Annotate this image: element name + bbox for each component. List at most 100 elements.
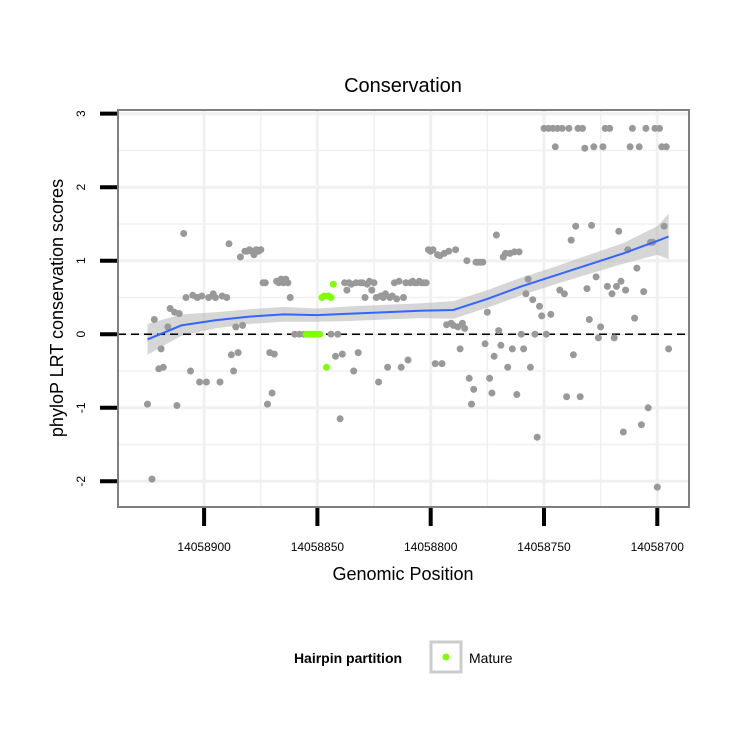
data-point xyxy=(633,264,641,272)
data-point xyxy=(488,389,496,397)
data-point xyxy=(175,310,183,318)
data-point xyxy=(350,367,358,375)
data-point xyxy=(400,294,407,301)
data-point xyxy=(524,275,532,283)
data-point xyxy=(234,349,242,357)
data-point xyxy=(515,248,523,256)
x-axis-title: Genomic Position xyxy=(332,564,473,584)
data-point xyxy=(613,282,620,290)
data-point xyxy=(576,393,584,401)
data-point xyxy=(270,350,278,358)
x-tick-label: 14058900 xyxy=(177,540,231,554)
data-point xyxy=(572,222,580,230)
data-point xyxy=(656,124,663,132)
x-axis: 14058900 14058850 14058800 14058750 14058700 xyxy=(177,508,684,554)
chart-title: Conservation xyxy=(344,75,462,97)
data-point xyxy=(261,279,269,287)
data-point xyxy=(569,351,577,359)
data-point xyxy=(626,143,634,151)
data-point xyxy=(368,286,376,294)
data-point xyxy=(422,279,430,287)
data-point xyxy=(486,374,494,382)
x-tick-label: 14058800 xyxy=(404,540,458,554)
data-point xyxy=(164,323,172,331)
data-point xyxy=(481,340,489,348)
legend-label-mature: Mature xyxy=(469,650,513,666)
x-tick-label: 14058750 xyxy=(517,540,571,554)
data-point xyxy=(517,330,525,338)
data-point xyxy=(631,314,639,322)
data-point xyxy=(606,124,614,132)
data-point xyxy=(665,345,673,353)
data-point xyxy=(438,360,446,368)
data-point xyxy=(597,323,605,331)
y-tick-label: 3 xyxy=(74,110,88,117)
y-tick-label: -1 xyxy=(74,402,88,413)
data-point xyxy=(395,277,403,285)
mature-data-point xyxy=(323,363,330,371)
data-point xyxy=(603,282,611,290)
data-point xyxy=(504,363,512,371)
data-point xyxy=(637,421,645,429)
data-point xyxy=(610,334,618,342)
data-point xyxy=(567,236,575,244)
y-tick-label: -2 xyxy=(74,476,88,487)
confidence-ribbon xyxy=(147,213,669,355)
data-point xyxy=(558,124,566,132)
data-point xyxy=(354,349,362,357)
data-point xyxy=(445,247,453,255)
data-point xyxy=(370,279,378,287)
data-point xyxy=(286,294,294,301)
data-point xyxy=(202,378,210,386)
data-point xyxy=(198,292,206,300)
data-point xyxy=(529,296,537,304)
data-point xyxy=(384,363,392,371)
data-point xyxy=(479,258,487,266)
data-point xyxy=(531,330,539,338)
data-point xyxy=(397,363,405,371)
data-point xyxy=(264,400,271,408)
data-point xyxy=(361,294,369,301)
data-point xyxy=(470,385,478,393)
data-point xyxy=(644,404,652,412)
data-point xyxy=(617,277,625,285)
data-point xyxy=(327,330,335,338)
data-point xyxy=(662,143,670,151)
mature-points-layer xyxy=(302,280,337,371)
data-point xyxy=(622,286,630,294)
data-point xyxy=(468,400,475,408)
data-point xyxy=(560,290,568,298)
data-point xyxy=(230,367,238,375)
data-point xyxy=(583,285,591,293)
y-axis: -2 -1 0 1 2 3 xyxy=(74,110,117,487)
data-point xyxy=(628,124,636,132)
data-point xyxy=(536,302,543,310)
data-point xyxy=(332,352,339,360)
data-point xyxy=(180,230,188,237)
data-point xyxy=(526,363,534,371)
data-point xyxy=(225,240,233,248)
data-point xyxy=(653,483,661,491)
data-point xyxy=(495,327,503,335)
data-point xyxy=(257,246,265,254)
y-tick-label: 0 xyxy=(74,331,88,338)
data-point xyxy=(375,378,383,386)
mature-data-point xyxy=(316,330,324,338)
data-point xyxy=(456,345,464,353)
data-point xyxy=(635,143,643,151)
x-tick-label: 14058850 xyxy=(291,540,345,554)
data-point xyxy=(338,350,346,358)
data-point xyxy=(465,374,473,382)
data-point xyxy=(538,312,546,320)
legend: Hairpin partition Mature xyxy=(294,640,513,674)
y-tick-label: 1 xyxy=(74,257,88,264)
data-point xyxy=(404,356,412,364)
data-point xyxy=(563,393,571,401)
data-point xyxy=(216,378,224,386)
data-point xyxy=(284,279,292,287)
data-point xyxy=(508,345,516,353)
data-point xyxy=(522,290,530,298)
data-point xyxy=(579,124,586,132)
mature-data-point xyxy=(329,280,337,288)
legend-title: Hairpin partition xyxy=(294,650,402,666)
